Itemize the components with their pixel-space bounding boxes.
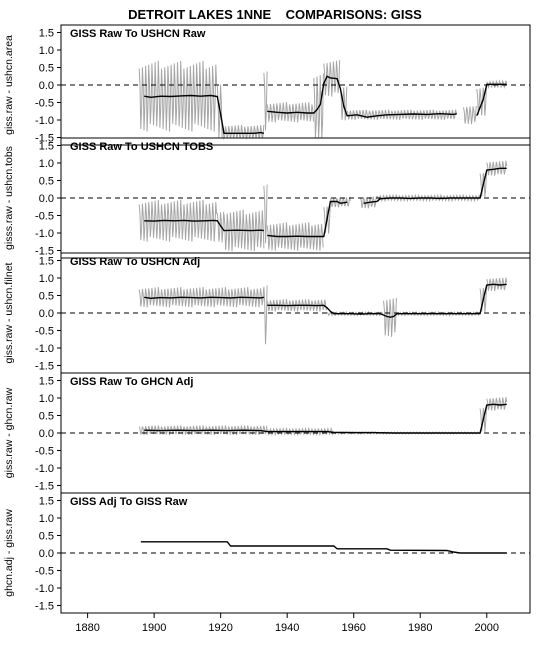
monthly-diff-series	[263, 184, 268, 244]
panel-1: 1.5 1.0 0.5 0.0 -0.5 -1.0 -1.5 GISS Raw To USHC…	[3, 24, 531, 146]
monthly-diff-series	[476, 87, 487, 116]
panel-title: GISS Raw To GHCN Adj	[70, 376, 193, 388]
y-tick-label: -1.5	[35, 481, 54, 493]
panel-5: 1.5 1.0 0.5 0.0 -0.5 -1.0 -1.5 GISS Adj To GISS…	[3, 492, 531, 614]
y-axis-label: ghcn.adj - giss.raw	[3, 509, 15, 597]
y-axis-label: gisss.raw - ushcn.tobs	[3, 146, 15, 250]
panel-title: GISS Raw To USHCN TOBS	[70, 141, 213, 153]
y-axis-label: giss.raw - ghcn.raw	[3, 387, 15, 478]
annual-diff-series	[144, 94, 265, 135]
monthly-diff-series	[263, 71, 268, 131]
y-tick-label: 0.5	[39, 176, 54, 188]
y-tick-label: -0.5	[35, 98, 54, 110]
y-tick-label: -1.0	[35, 228, 54, 240]
monthly-diff-series	[359, 196, 377, 209]
y-tick-label: -1.0	[35, 463, 54, 475]
y-tick-label: 1.5	[39, 256, 54, 268]
annual-diff-series	[140, 541, 507, 554]
monthly-diff-series	[266, 102, 314, 123]
monthly-diff-series	[376, 193, 481, 203]
monthly-diff-series	[223, 209, 265, 252]
y-tick-label: -1.5	[35, 133, 54, 145]
y-tick-label: 0.0	[39, 548, 54, 560]
monthly-diff-series	[383, 297, 397, 337]
monthly-diff-series	[486, 79, 508, 90]
y-tick-label: -1.0	[35, 583, 54, 595]
annual-diff-series	[476, 83, 507, 117]
y-axis-label: giss.raw - ushcn.filnet	[3, 262, 15, 363]
chart-title: DETROIT LAKES 1NNE COMPARISONS: GISS	[128, 7, 422, 22]
panel-title: GISS Adj To GISS Raw	[70, 496, 188, 508]
y-tick-label: 1.0	[39, 45, 54, 57]
y-tick-label: 1.0	[39, 393, 54, 405]
monthly-diff-series	[138, 287, 265, 308]
x-tick-label: 1920	[208, 622, 232, 634]
y-tick-label: 0.0	[39, 428, 54, 440]
annual-diff-series	[144, 296, 265, 300]
x-tick-label: 1900	[142, 622, 166, 634]
y-tick-label: 1.5	[39, 141, 54, 153]
panel-title: GISS Raw To USHCN Raw	[70, 28, 206, 40]
y-tick-label: -0.5	[35, 446, 54, 458]
y-tick-label: -0.5	[35, 326, 54, 338]
monthly-diff-series	[479, 287, 487, 313]
x-axis: 1880 1900 1920 1940 1960 1980 2000	[75, 613, 499, 634]
y-tick-label: -1.5	[35, 601, 54, 613]
x-tick-label: 2000	[475, 622, 499, 634]
monthly-diff-series	[138, 60, 218, 132]
y-tick-label: 1.0	[39, 513, 54, 525]
monthly-diff-series	[463, 105, 477, 125]
annual-diff-series	[144, 219, 264, 232]
y-tick-label: 0.0	[39, 193, 54, 205]
panel-4: 1.5 1.0 0.5 0.0 -0.5 -1.0 -1.5 GISS Raw To GHCN…	[3, 372, 531, 494]
panel-3: 1.5 1.0 0.5 0.0 -0.5 -1.0 -1.5 GISS Raw To USHC…	[3, 252, 531, 374]
monthly-diff-series	[486, 277, 508, 292]
monthly-diff-series	[329, 196, 351, 208]
y-tick-label: -1.5	[35, 246, 54, 258]
panel-title: GISS Raw To USHCN Adj	[70, 256, 200, 268]
monthly-diff-series	[221, 124, 265, 141]
monthly-diff-series	[266, 222, 324, 251]
y-tick-label: -0.5	[35, 211, 54, 223]
y-tick-label: 0.0	[39, 80, 54, 92]
y-tick-label: 0.5	[39, 291, 54, 303]
monthly-diff-series	[216, 211, 225, 243]
annual-diff-series	[363, 167, 507, 204]
y-tick-label: -1.0	[35, 115, 54, 127]
y-tick-label: 0.5	[39, 63, 54, 75]
y-tick-label: -1.5	[35, 361, 54, 373]
x-tick-label: 1960	[341, 622, 365, 634]
monthly-diff-series	[486, 397, 508, 411]
x-tick-label: 1980	[408, 622, 432, 634]
annual-diff-series	[267, 75, 457, 118]
y-tick-label: 1.0	[39, 273, 54, 285]
panel-2: 1.5 1.0 0.5 0.0 -0.5 -1.0 -1.5 GISS Raw To USHC…	[3, 137, 531, 259]
annual-diff-series	[144, 403, 507, 434]
monthly-diff-series	[479, 172, 487, 198]
monthly-diff-series	[323, 206, 331, 234]
x-tick-label: 1940	[275, 622, 299, 634]
y-tick-label: 0.5	[39, 531, 54, 543]
y-tick-label: 1.0	[39, 158, 54, 170]
monthly-diff-series	[266, 299, 328, 312]
x-tick-label: 1880	[75, 622, 99, 634]
monthly-diff-series	[138, 199, 218, 242]
y-tick-label: 1.5	[39, 28, 54, 40]
y-tick-label: 1.5	[39, 496, 54, 508]
monthly-diff-series	[263, 285, 268, 345]
monthly-diff-series	[479, 407, 487, 433]
annual-diff-series	[267, 283, 507, 318]
y-tick-label: 0.0	[39, 308, 54, 320]
annual-diff-series	[267, 200, 348, 238]
y-tick-label: -0.5	[35, 566, 54, 578]
y-axis-label: giss.raw - ushcn.area	[3, 35, 15, 135]
y-tick-label: -1.0	[35, 343, 54, 355]
y-tick-label: 0.5	[39, 411, 54, 423]
y-tick-label: 1.5	[39, 376, 54, 388]
monthly-diff-series	[486, 160, 508, 176]
